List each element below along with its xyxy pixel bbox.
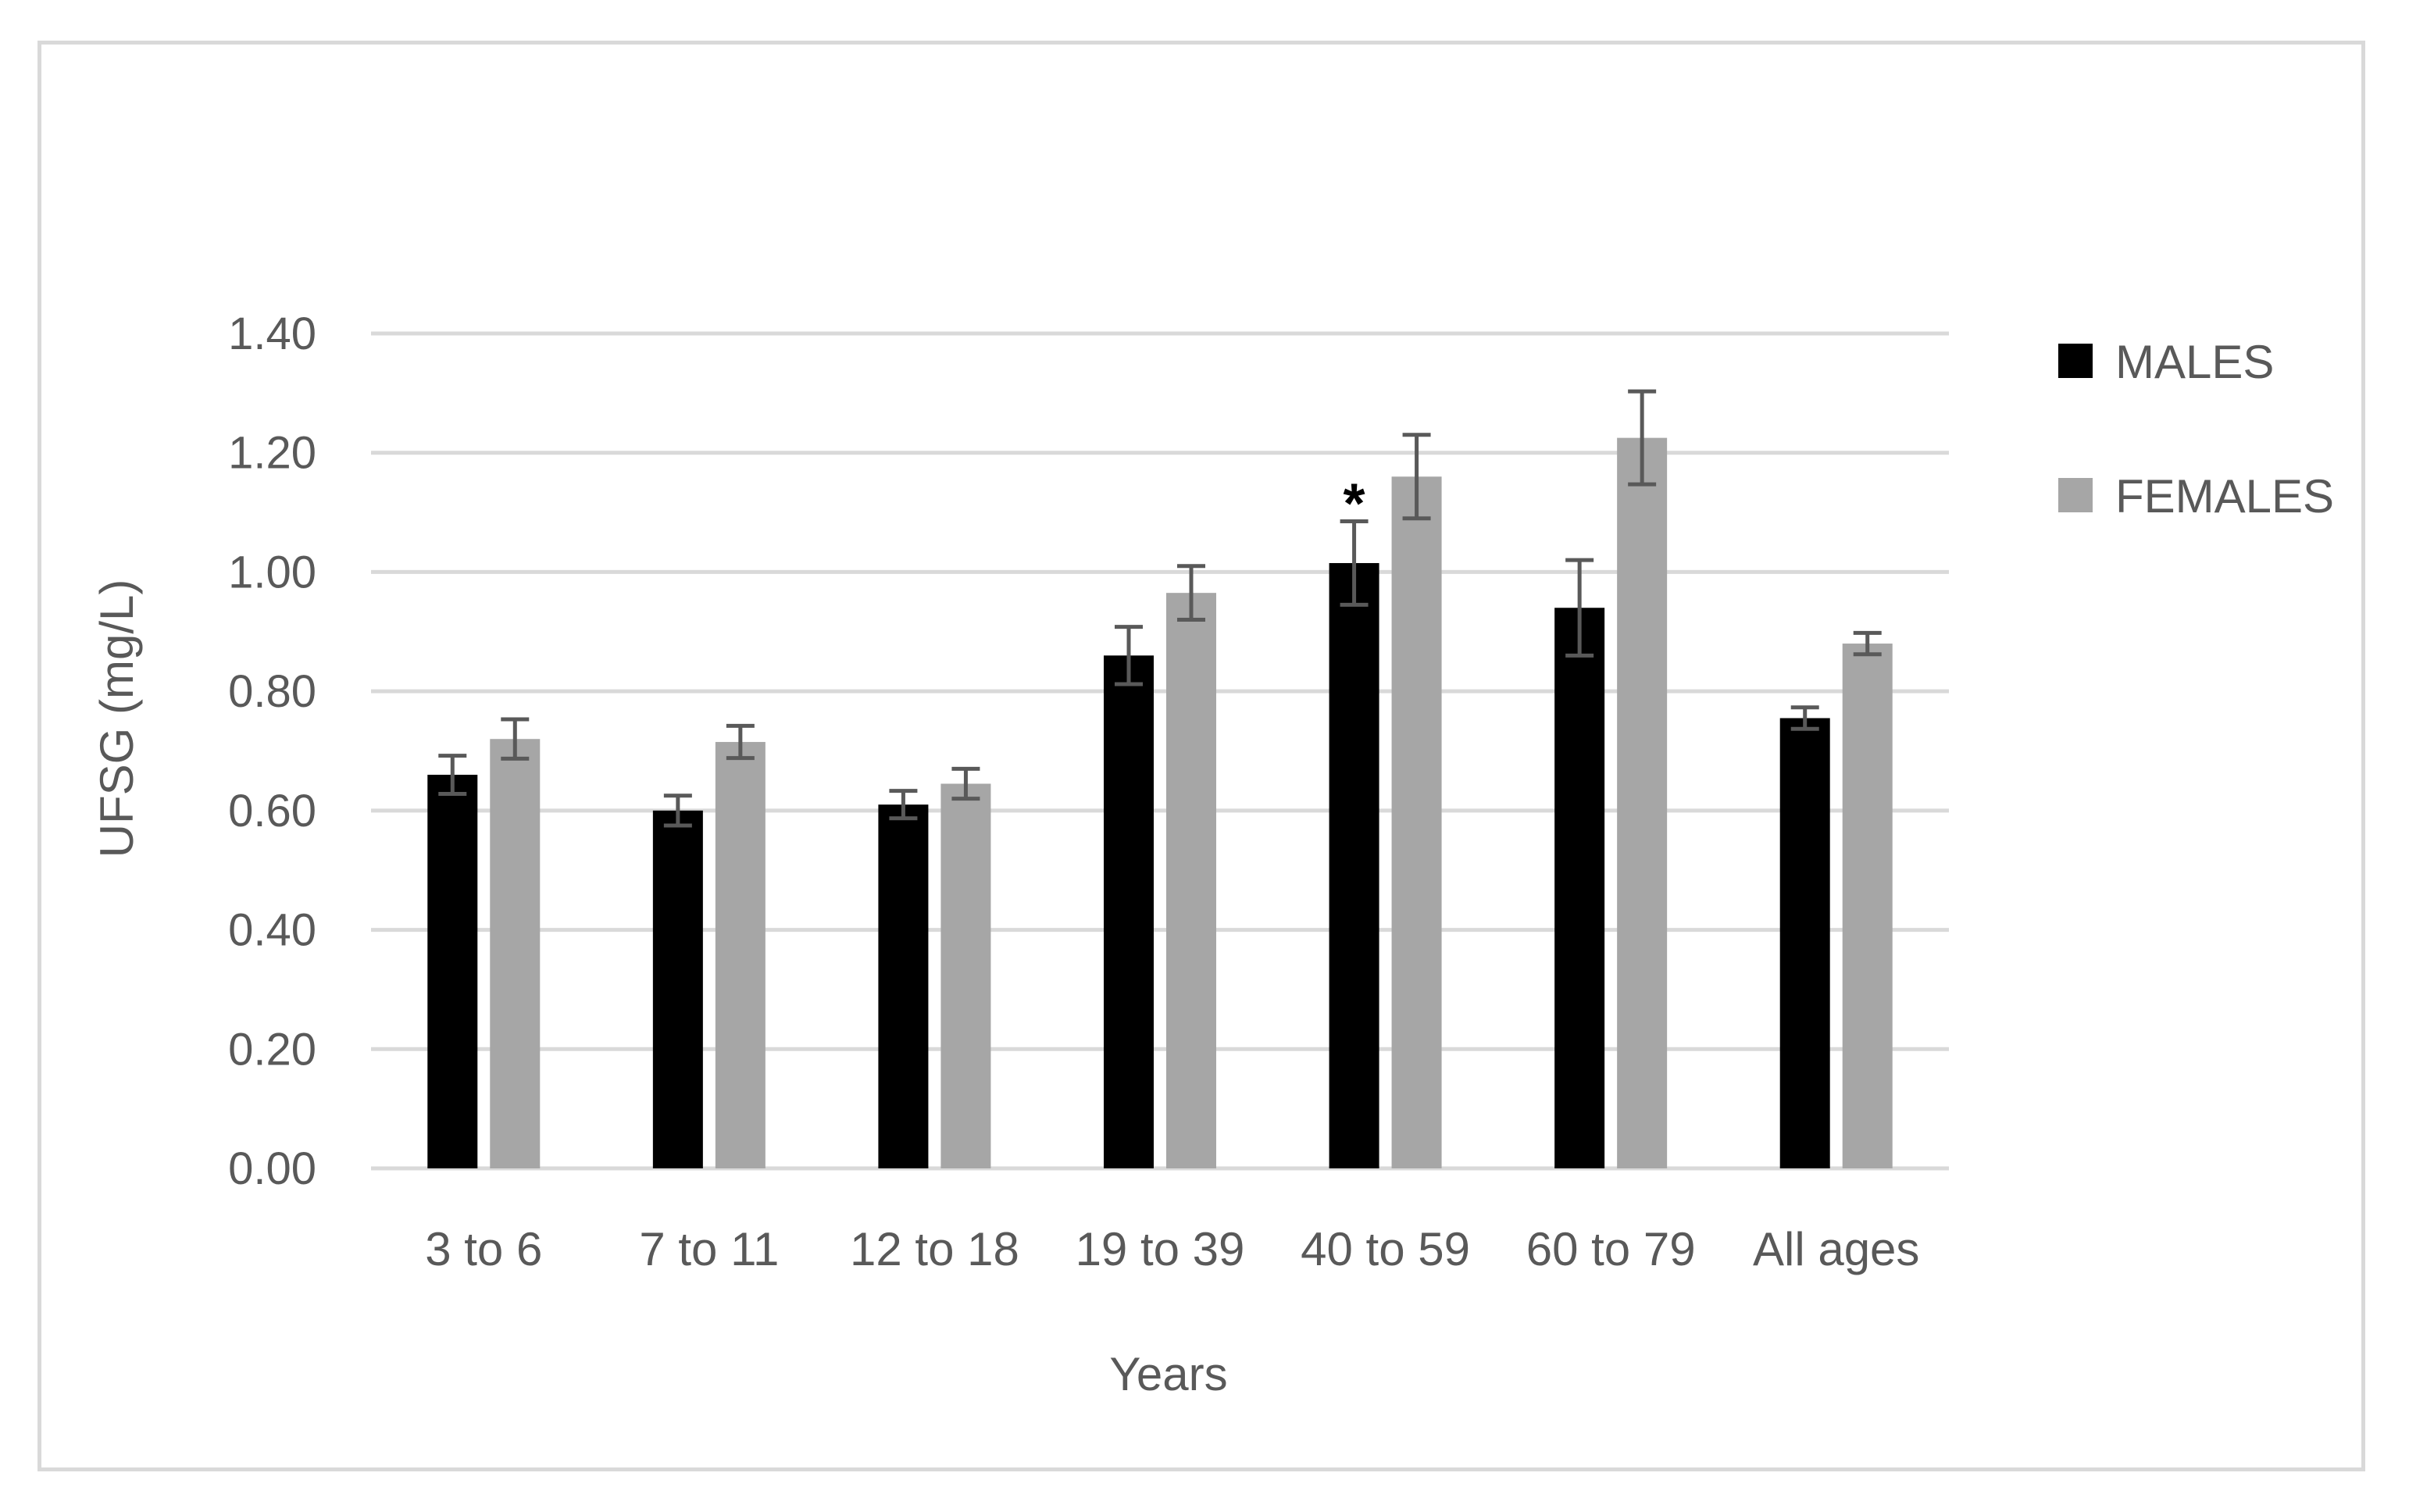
bars: [427, 437, 1893, 1168]
bar-females-1: [715, 742, 766, 1168]
bar-males-0: [427, 775, 478, 1168]
error-bar: [1565, 558, 1594, 658]
error-bar: [1402, 433, 1431, 521]
x-tick-label: All ages: [1753, 1223, 1919, 1275]
annotations: *: [1344, 473, 1365, 536]
error-bar: [1340, 519, 1369, 607]
y-tick-label: 0.40: [228, 905, 316, 956]
y-tick-label: 0.00: [228, 1143, 316, 1194]
bar-males-2: [878, 804, 929, 1168]
x-axis-ticks: 3 to 6 7 to 11 12 to 18 19 to 39 40 to 59 60 …: [425, 1223, 1919, 1275]
y-tick-label: 1.00: [228, 547, 316, 597]
y-tick-label: 0.20: [228, 1024, 316, 1075]
bar-males-1: [652, 810, 703, 1168]
bar-males-5: [1554, 608, 1605, 1168]
error-bars: [438, 389, 1882, 828]
error-bar: [1177, 564, 1205, 622]
error-bar: [438, 754, 467, 796]
bar-males-3: [1104, 655, 1154, 1168]
bar-females-2: [940, 783, 991, 1168]
x-tick-label: 7 to 11: [639, 1223, 779, 1275]
y-tick-label: 0.80: [228, 666, 316, 717]
error-bar: [889, 789, 918, 821]
x-axis-label: Years: [1109, 1348, 1227, 1400]
bar-females-4: [1391, 476, 1442, 1168]
error-bar: [1853, 630, 1882, 657]
y-tick-label: 0.60: [228, 786, 316, 836]
error-bar: [663, 793, 692, 828]
bar-males-4: [1329, 562, 1379, 1168]
error-bar: [951, 766, 980, 801]
legend-swatch-males: [2058, 344, 2093, 378]
y-tick-label: 1.40: [228, 308, 316, 359]
y-tick-label: 1.20: [228, 428, 316, 479]
x-tick-label: 19 to 39: [1076, 1223, 1245, 1275]
error-bar: [1628, 389, 1657, 487]
x-tick-label: 3 to 6: [425, 1223, 542, 1275]
bar-females-3: [1166, 593, 1216, 1168]
bar-females-5: [1617, 437, 1668, 1168]
y-axis-label: UFSG (mg/L): [91, 579, 143, 858]
gridlines: [371, 331, 1949, 1171]
bar-females-6: [1842, 644, 1893, 1168]
legend-swatch-females: [2058, 478, 2093, 512]
y-axis-ticks: 0.00 0.20 0.40 0.60 0.80 1.00 1.20 1.40: [228, 308, 316, 1194]
x-tick-label: 40 to 59: [1301, 1223, 1470, 1275]
bar-males-6: [1779, 718, 1830, 1168]
legend: MALES FEMALES: [2058, 336, 2334, 522]
legend-label-females: FEMALES: [2115, 470, 2334, 522]
error-bar: [501, 717, 530, 761]
significance-marker: *: [1344, 473, 1365, 536]
error-bar: [1115, 625, 1143, 686]
x-tick-label: 60 to 79: [1526, 1223, 1696, 1275]
x-tick-label: 12 to 18: [850, 1223, 1019, 1275]
error-bar: [726, 723, 755, 761]
error-bar: [1790, 705, 1819, 731]
bar-females-0: [490, 739, 541, 1168]
legend-label-males: MALES: [2115, 336, 2274, 388]
